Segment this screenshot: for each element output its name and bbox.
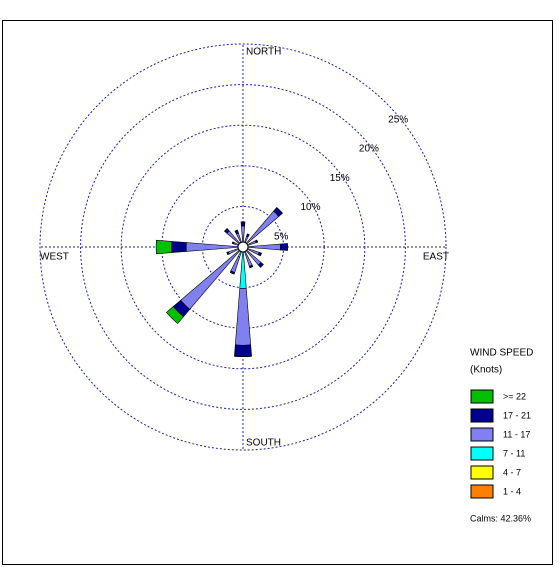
ring-label: 15% [330, 173, 350, 184]
legend-label: 17 - 21 [503, 410, 531, 420]
legend-swatch [470, 389, 494, 404]
grid-ring [80, 84, 406, 410]
petal-segment [240, 221, 246, 227]
legend-label: 4 - 7 [503, 467, 521, 477]
calms-circle [237, 241, 249, 253]
grid-ring [120, 124, 366, 370]
legend-swatch [470, 427, 494, 442]
petal-segment [260, 264, 264, 268]
petal-segment [276, 207, 283, 214]
ring-label: 5% [274, 231, 289, 242]
petal-segment [155, 239, 173, 255]
petal-segment [171, 241, 187, 253]
compass-label: SOUTH [246, 438, 281, 449]
ring-label: 20% [359, 144, 379, 155]
compass-label: NORTH [246, 47, 281, 58]
legend-subtitle: (Knots) [470, 365, 502, 376]
petal-segment [249, 266, 254, 269]
grid-ring [39, 43, 447, 451]
petal-segment [256, 239, 258, 243]
compass-label: WEST [40, 252, 69, 263]
petal-segment [166, 306, 184, 324]
compass-label: EAST [423, 252, 449, 263]
legend-swatch [470, 484, 494, 499]
petal-segment [279, 243, 288, 251]
petal-segment [260, 252, 262, 256]
legend-label: 11 - 17 [503, 429, 530, 439]
ring-label: 25% [388, 114, 408, 125]
petal-segment [224, 228, 228, 232]
petal-segment [229, 272, 235, 275]
chart-frame [2, 20, 553, 565]
calms-label: Calms: 42.36% [470, 513, 531, 523]
legend-swatch [470, 408, 494, 423]
legend-title: WIND SPEED [470, 348, 533, 359]
legend-label: >= 22 [503, 391, 526, 401]
petal-segment [234, 344, 252, 357]
grid-ring [161, 165, 325, 329]
legend-swatch [470, 446, 494, 461]
legend-swatch [470, 465, 494, 480]
ring-label: 10% [300, 202, 320, 213]
legend-label: 1 - 4 [503, 486, 521, 496]
legend-label: 7 - 11 [503, 448, 525, 458]
